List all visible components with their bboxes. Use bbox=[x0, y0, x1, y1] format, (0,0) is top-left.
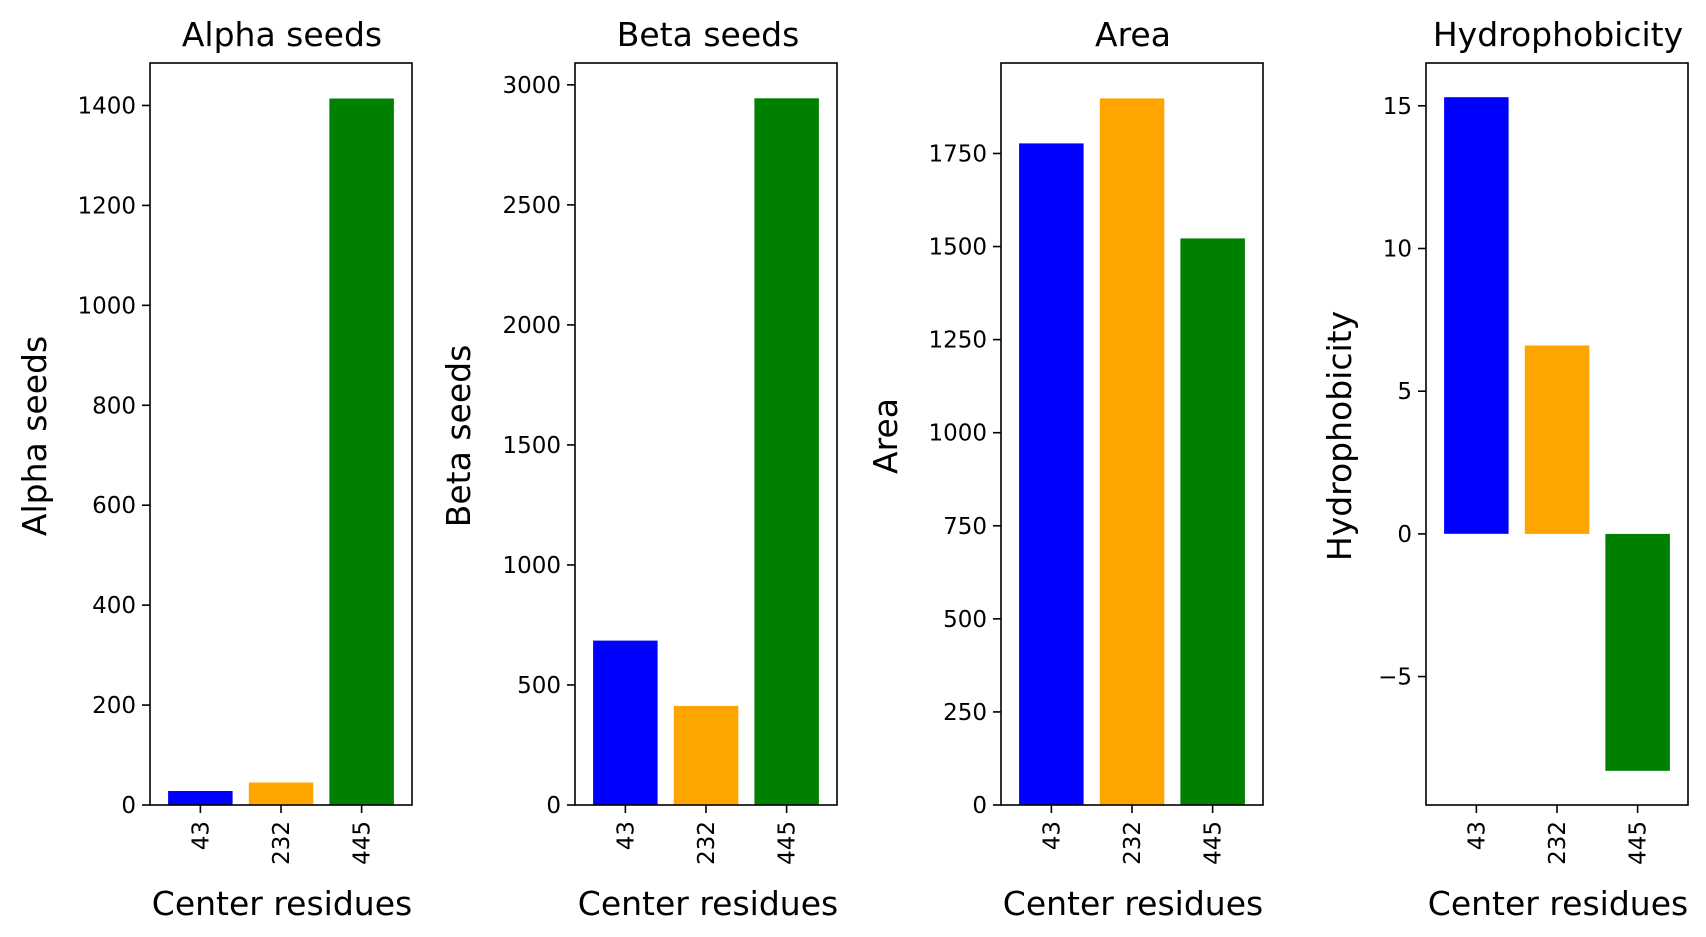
bar-43 bbox=[1444, 97, 1509, 534]
y-tick-label: 0 bbox=[546, 793, 561, 819]
y-tick-label: 1000 bbox=[928, 421, 987, 447]
y-tick-label: 1750 bbox=[928, 141, 987, 167]
y-tick-label: 1500 bbox=[502, 433, 561, 459]
alpha-seeds-panel: Alpha seeds Alpha seeds Center residues … bbox=[15, 15, 413, 923]
x-tick-label: 445 bbox=[775, 821, 801, 865]
y-tick-label: 1500 bbox=[928, 235, 987, 261]
x-axis-label: Center residues bbox=[152, 884, 412, 923]
y-tick-label: 500 bbox=[517, 673, 561, 699]
bar-445 bbox=[329, 98, 394, 805]
bar-232 bbox=[1524, 345, 1590, 534]
bar-232 bbox=[248, 782, 314, 805]
bar-43 bbox=[168, 791, 233, 805]
y-tick-label: 1250 bbox=[928, 328, 987, 354]
y-tick-label: 5 bbox=[1397, 379, 1412, 405]
x-tick-label: 232 bbox=[694, 821, 720, 865]
x-tick-label: 445 bbox=[1201, 821, 1227, 865]
bar-43 bbox=[1019, 143, 1084, 805]
y-tick-label: 10 bbox=[1383, 237, 1412, 263]
x-tick-label: 445 bbox=[1626, 821, 1652, 865]
x-tick-label: 445 bbox=[350, 821, 376, 865]
chart-title: Beta seeds bbox=[617, 15, 800, 54]
x-axis-label: Center residues bbox=[578, 884, 838, 923]
area-panel: Area Area Center residues 0 250 500 750 1000… bbox=[866, 15, 1264, 923]
hydrophobicity-panel: Hydrophobicity Hydrophobicity Center res… bbox=[1320, 15, 1689, 923]
x-axis-label: Center residues bbox=[1428, 884, 1688, 923]
bar-232 bbox=[1099, 98, 1165, 805]
y-tick-label: 2500 bbox=[502, 193, 561, 219]
chart-title: Alpha seeds bbox=[182, 15, 382, 54]
x-tick-label: 43 bbox=[1464, 821, 1490, 850]
y-tick-label: 1000 bbox=[502, 553, 561, 579]
y-tick-label: 800 bbox=[92, 393, 136, 419]
chart-title: Hydrophobicity bbox=[1433, 15, 1683, 54]
y-tick-label: −5 bbox=[1378, 665, 1412, 691]
x-tick-label: 232 bbox=[1545, 821, 1571, 865]
y-tick-label: 0 bbox=[1397, 522, 1412, 548]
bar-43 bbox=[593, 640, 658, 805]
y-tick-label: 2000 bbox=[502, 313, 561, 339]
y-tick-label: 0 bbox=[121, 793, 136, 819]
y-tick-label: 500 bbox=[943, 607, 987, 633]
y-tick-label: 750 bbox=[943, 514, 987, 540]
bar-445 bbox=[754, 98, 819, 806]
y-tick-label: 1400 bbox=[77, 93, 136, 119]
x-tick-label: 43 bbox=[1039, 821, 1065, 850]
y-axis-label: Hydrophobicity bbox=[1320, 311, 1359, 561]
y-tick-label: 400 bbox=[92, 593, 136, 619]
y-axis-label: Alpha seeds bbox=[15, 336, 54, 536]
bar-445 bbox=[1180, 238, 1245, 805]
x-tick-label: 43 bbox=[188, 821, 214, 850]
y-tick-label: 1000 bbox=[77, 293, 136, 319]
x-tick-label: 232 bbox=[269, 821, 295, 865]
y-axis-label: Area bbox=[866, 398, 905, 474]
x-axis-label: Center residues bbox=[1003, 884, 1263, 923]
y-tick-label: 0 bbox=[972, 793, 987, 819]
chart-title: Area bbox=[1095, 15, 1171, 54]
bar-445 bbox=[1605, 533, 1670, 771]
bar-232 bbox=[673, 705, 739, 805]
y-tick-label: 600 bbox=[92, 493, 136, 519]
y-tick-label: 250 bbox=[943, 700, 987, 726]
y-tick-label: 1200 bbox=[77, 193, 136, 219]
y-tick-label: 200 bbox=[92, 693, 136, 719]
y-tick-label: 15 bbox=[1383, 94, 1412, 120]
y-tick-label: 3000 bbox=[502, 73, 561, 99]
y-axis-label: Beta seeds bbox=[439, 345, 478, 528]
x-tick-label: 43 bbox=[613, 821, 639, 850]
beta-seeds-panel: Beta seeds Beta seeds Center residues 0 5… bbox=[439, 15, 838, 923]
x-tick-label: 232 bbox=[1120, 821, 1146, 865]
